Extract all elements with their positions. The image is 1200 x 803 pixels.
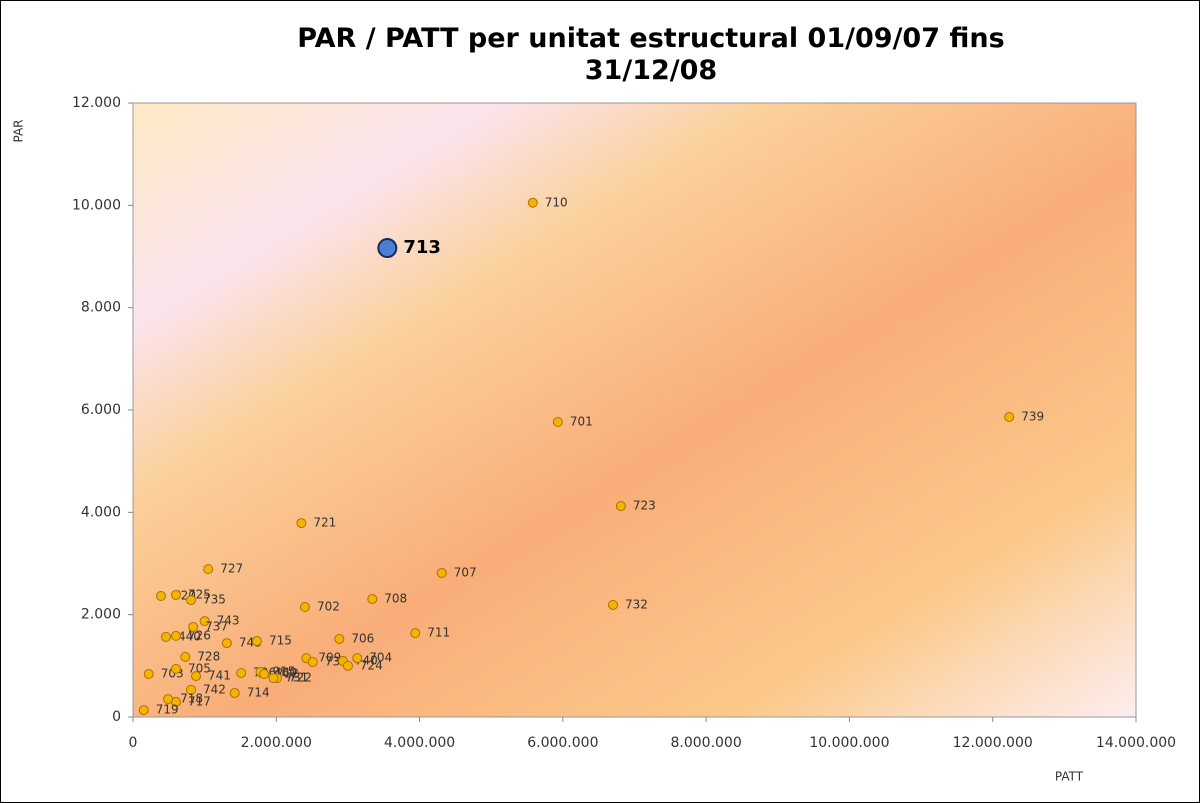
point: [377, 238, 398, 259]
point: [307, 656, 318, 667]
point-label: 707: [454, 565, 477, 579]
point: [251, 636, 262, 647]
point: [299, 601, 310, 612]
point-label: 702: [317, 599, 340, 613]
point-label: 732: [625, 597, 648, 611]
point: [199, 616, 210, 627]
point-label: 722: [289, 671, 312, 685]
point-label: 743: [217, 614, 240, 628]
y-axis-label: PAR: [12, 119, 26, 142]
point-label: 706: [351, 631, 374, 645]
point: [334, 633, 345, 644]
x-axis-label: PATT: [1055, 770, 1084, 784]
point-label: 708: [384, 592, 407, 606]
point: [160, 631, 171, 642]
y-tick-label: 12.000: [72, 95, 121, 111]
point-label: 701: [570, 415, 593, 429]
point: [163, 694, 174, 705]
y-tick-label: 4.000: [81, 504, 121, 520]
y-tick-label: 8.000: [81, 300, 121, 316]
y-tick-label: 6.000: [81, 402, 121, 418]
point-label: 735: [203, 593, 226, 607]
point-label: 714: [247, 685, 270, 699]
point: [180, 651, 191, 662]
point: [170, 663, 181, 674]
y-tick-label: 2.000: [81, 607, 121, 623]
point: [352, 653, 363, 664]
point: [155, 590, 166, 601]
point: [236, 667, 247, 678]
x-tick-label: 12.000.000: [953, 735, 1033, 751]
point-label: 727: [220, 562, 243, 576]
point: [191, 671, 202, 682]
point: [186, 684, 197, 695]
x-tick-label: 10.000.000: [809, 735, 889, 751]
x-tick-label: 4.000.000: [384, 735, 455, 751]
point: [203, 564, 214, 575]
point: [170, 630, 181, 641]
point-label: 717: [188, 694, 211, 708]
point-label: 721: [313, 516, 336, 530]
point: [268, 673, 279, 684]
x-tick-label: 2.000.000: [241, 735, 312, 751]
point-label: 718: [180, 692, 203, 706]
x-tick-label: 6.000.000: [527, 735, 598, 751]
point-label: 711: [427, 626, 450, 640]
point-label: 731: [285, 671, 308, 685]
point: [436, 567, 447, 578]
plot-area: [132, 102, 1137, 718]
y-tick-label: 10.000: [72, 197, 121, 213]
point-label: 723: [633, 499, 656, 513]
point-label: 728: [197, 649, 220, 663]
x-tick-label: 14.000.000: [1096, 735, 1176, 751]
point: [615, 501, 626, 512]
point-label: 704: [369, 651, 392, 665]
point: [367, 594, 378, 605]
x-tick-label: 8.000.000: [671, 735, 742, 751]
point-label: 440: [178, 629, 201, 643]
point: [188, 621, 199, 632]
point: [259, 669, 270, 680]
point: [296, 518, 307, 529]
point-label: 741: [208, 669, 231, 683]
point-label: 742: [203, 682, 226, 696]
point-label: 737: [205, 619, 228, 633]
point: [138, 705, 149, 716]
point: [170, 589, 181, 600]
point: [229, 687, 240, 698]
point-label: 739: [1021, 410, 1044, 424]
point: [527, 197, 538, 208]
x-tick-label: 0: [129, 735, 138, 751]
point: [221, 638, 232, 649]
point-label: 724: [360, 658, 383, 672]
point-label: 715: [269, 634, 292, 648]
point: [186, 595, 197, 606]
y-tick-label: 0: [112, 709, 121, 725]
point: [552, 417, 563, 428]
point-label: 710: [545, 195, 568, 209]
point-label: 713: [403, 237, 441, 258]
point: [410, 628, 421, 639]
point-label: 709: [318, 651, 341, 665]
point: [342, 660, 353, 671]
point: [143, 669, 154, 680]
point: [608, 599, 619, 610]
point: [1004, 412, 1015, 423]
point-label: 719: [156, 703, 179, 717]
chart-title: PAR / PATT per unitat estructural 01/09/…: [297, 23, 1005, 86]
